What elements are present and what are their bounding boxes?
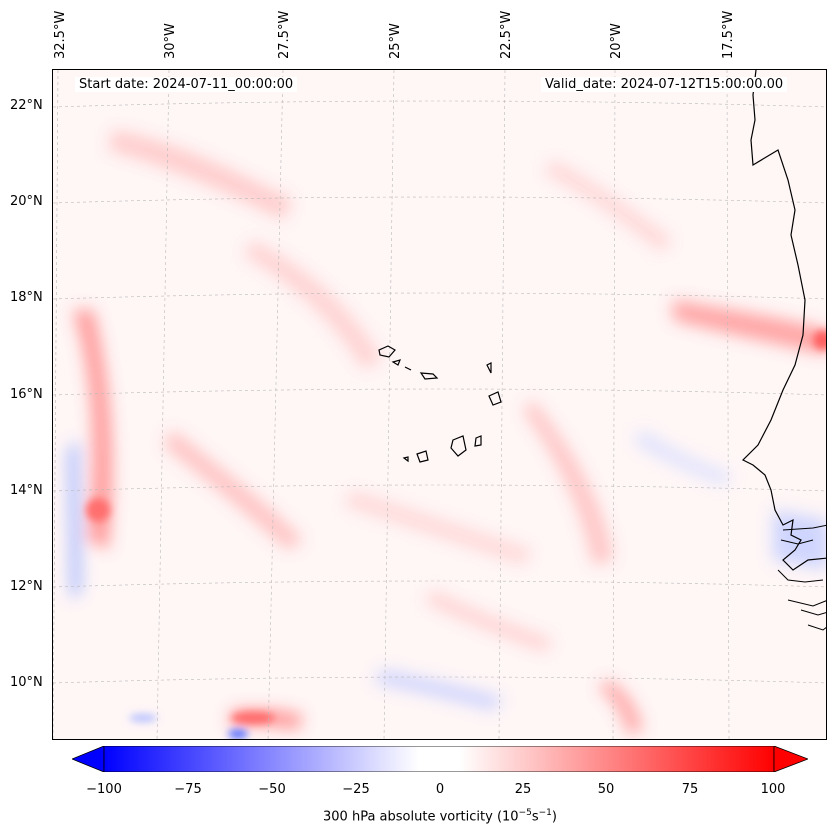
west-africa-coastline [741,70,826,571]
colorbar-tick: 25 [514,782,532,797]
colorbar-tick: 100 [760,782,786,797]
lat-label: 10°N [10,675,43,690]
gridlines [53,70,826,739]
valid-date-label: Valid_date: 2024-07-12T15:00:00.00 [541,77,788,92]
colorbar-tick: −75 [174,782,202,797]
colorbar [72,746,808,772]
lat-label: 14°N [10,483,43,498]
colorbar-label: 300 hPa absolute vorticity (10−5s−1) [323,808,557,825]
lon-label: 17.5°W [721,10,736,59]
lon-label: 30°W [163,23,178,59]
lon-label: 22.5°W [499,10,514,59]
colorbar-tick: 50 [597,782,615,797]
vorticity-shading [68,130,826,735]
lat-label: 18°N [10,290,43,305]
lat-label: 22°N [10,98,43,113]
guinea-coastline [777,524,826,631]
cape-verde-islands [378,345,502,463]
lat-label: 20°N [10,194,43,209]
colorbar-tick: 0 [435,782,445,797]
map-panel[interactable] [52,69,827,740]
lat-label: 16°N [10,387,43,402]
colorbar-tick: −50 [258,782,286,797]
colorbar-tick: −100 [86,782,122,797]
lon-label: 20°W [609,23,624,59]
colorbar-tick: 75 [681,782,699,797]
colorbar-min-arrow [72,746,105,772]
vorticity-peaks [86,330,826,739]
colorbar-tick: −25 [342,782,370,797]
lon-label: 27.5°W [277,10,292,59]
lon-label: 32.5°W [53,10,68,59]
colorbar-max-arrow [773,746,808,772]
start-date-label: Start date: 2024-07-11_00:00:00 [75,77,298,92]
lon-label: 25°W [388,23,403,59]
colorbar-ramp [103,746,775,772]
lat-label: 12°N [10,579,43,594]
vorticity-field [53,70,826,739]
